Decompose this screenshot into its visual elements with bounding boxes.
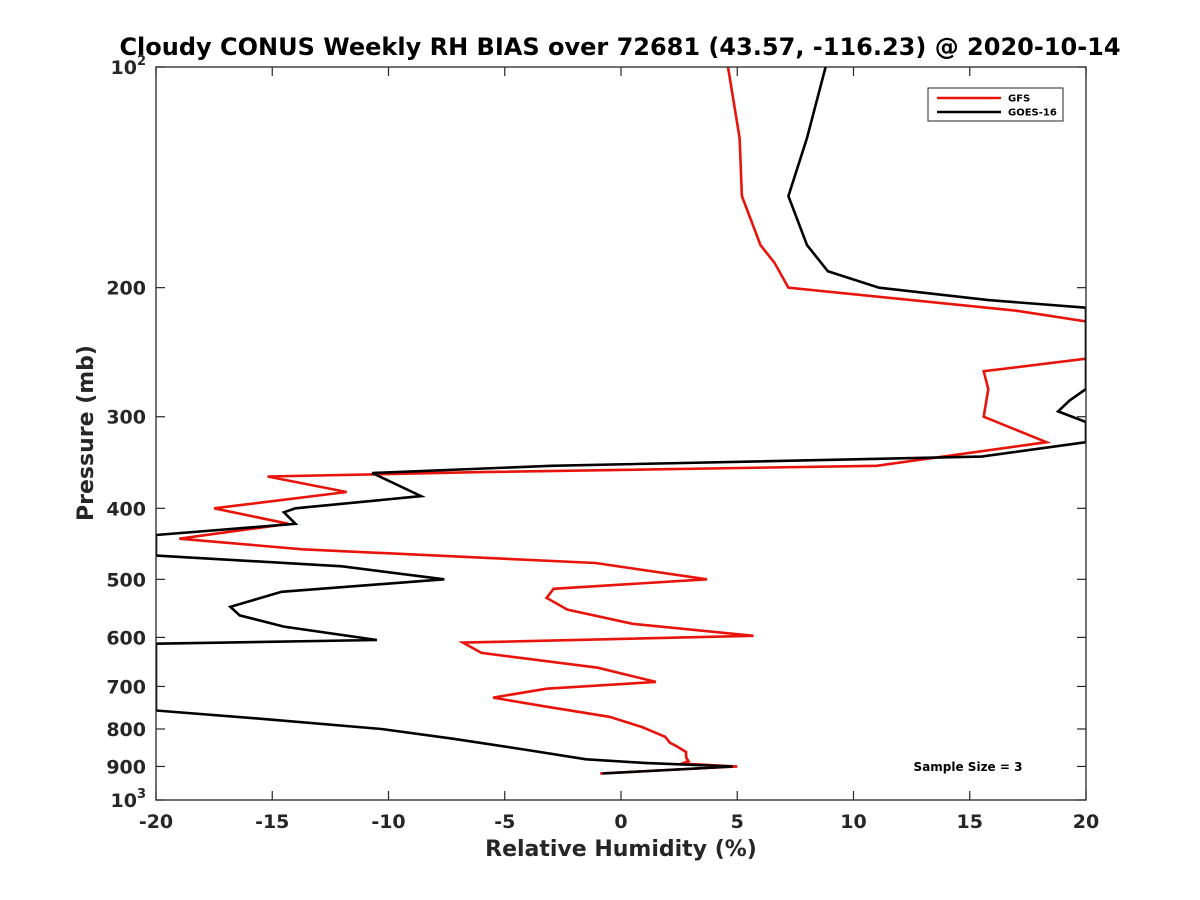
x-tick-label: -5: [494, 811, 515, 833]
legend-box: [927, 87, 1064, 122]
y-tick-label: 600: [106, 627, 146, 649]
y-axis: 102 200 300 400 500 600 700 800 900 103: [106, 54, 1086, 812]
x-tick-label: -10: [371, 811, 405, 833]
series-line-gfs: [179, 67, 1086, 775]
x-axis-label: Relative Humidity (%): [485, 837, 757, 862]
plot-frame: [155, 66, 1087, 801]
y-tick-label: 900: [106, 756, 146, 778]
x-tick-label: -20: [139, 811, 173, 833]
y-axis-label: Pressure (mb): [74, 345, 99, 521]
y-tick-label: 800: [106, 719, 146, 741]
x-tick-label: 20: [1073, 811, 1099, 833]
legend: GFS GOES-16: [927, 87, 1064, 122]
y-tick-label: 400: [106, 498, 146, 520]
series-line-goes-16: [156, 67, 1086, 775]
legend-label-gfs: GFS: [1008, 94, 1030, 105]
sample-size-annotation: Sample Size = 3: [914, 760, 1023, 774]
x-tick-label: 10: [840, 811, 866, 833]
x-tick-label: -15: [255, 811, 289, 833]
plot-lines: [156, 67, 1086, 775]
y-tick-label: 200: [106, 278, 146, 300]
x-axis: -20 -15 -10 -5 0 5 10 15 20: [139, 67, 1099, 833]
y-tick-label: 500: [106, 569, 146, 591]
chart-title: Cloudy CONUS Weekly RH BIAS over 72681 (…: [119, 33, 1120, 61]
y-tick-label: 103: [111, 787, 147, 812]
x-tick-label: 0: [614, 811, 627, 833]
y-tick-label: 300: [106, 407, 146, 429]
y-tick-label: 700: [106, 676, 146, 698]
legend-label-goes-16: GOES-16: [1008, 108, 1057, 119]
x-tick-label: 5: [731, 811, 744, 833]
x-tick-label: 15: [957, 811, 983, 833]
y-tick-label: 102: [111, 54, 147, 79]
